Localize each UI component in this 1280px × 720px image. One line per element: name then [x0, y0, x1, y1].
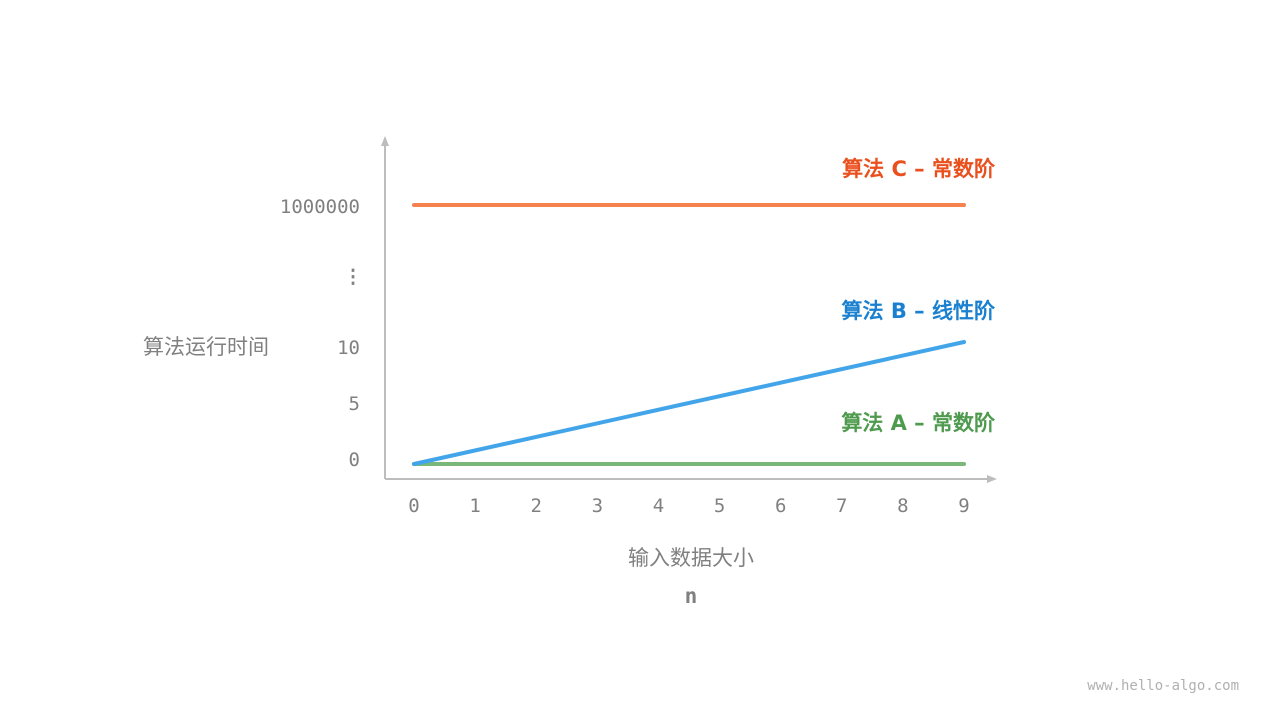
y-axis-label: 算法运行时间: [143, 335, 269, 359]
axes: [381, 136, 997, 483]
x-tick-label: 1: [469, 495, 480, 517]
series-label-0: 算法 A – 常数阶: [841, 411, 996, 435]
y-tick-label: 1000000: [280, 196, 360, 218]
y-tick-label: ⋮: [344, 266, 363, 288]
x-tick-label: 5: [714, 495, 725, 517]
x-tick-label: 3: [592, 495, 603, 517]
x-tick-label: 9: [958, 495, 969, 517]
y-axis-arrow: [381, 136, 389, 146]
series-line-1: [412, 340, 966, 466]
x-axis-label-n: n: [685, 584, 698, 608]
series-label-1: 算法 B – 线性阶: [842, 299, 996, 323]
y-tick-label: 5: [349, 393, 360, 415]
x-tick-label: 7: [836, 495, 847, 517]
x-tick-label: 8: [897, 495, 908, 517]
y-tick-label: 0: [349, 449, 360, 471]
series-label-2: 算法 C – 常数阶: [842, 157, 996, 181]
x-axis-arrow: [987, 475, 997, 483]
y-tick-label: 10: [337, 337, 360, 359]
x-axis-label: 输入数据大小: [628, 546, 754, 570]
x-tick-label: 2: [530, 495, 541, 517]
x-tick-label: 4: [653, 495, 664, 517]
x-tick-label: 0: [408, 495, 419, 517]
x-tick-label: 6: [775, 495, 786, 517]
watermark: www.hello-algo.com: [1087, 678, 1239, 694]
